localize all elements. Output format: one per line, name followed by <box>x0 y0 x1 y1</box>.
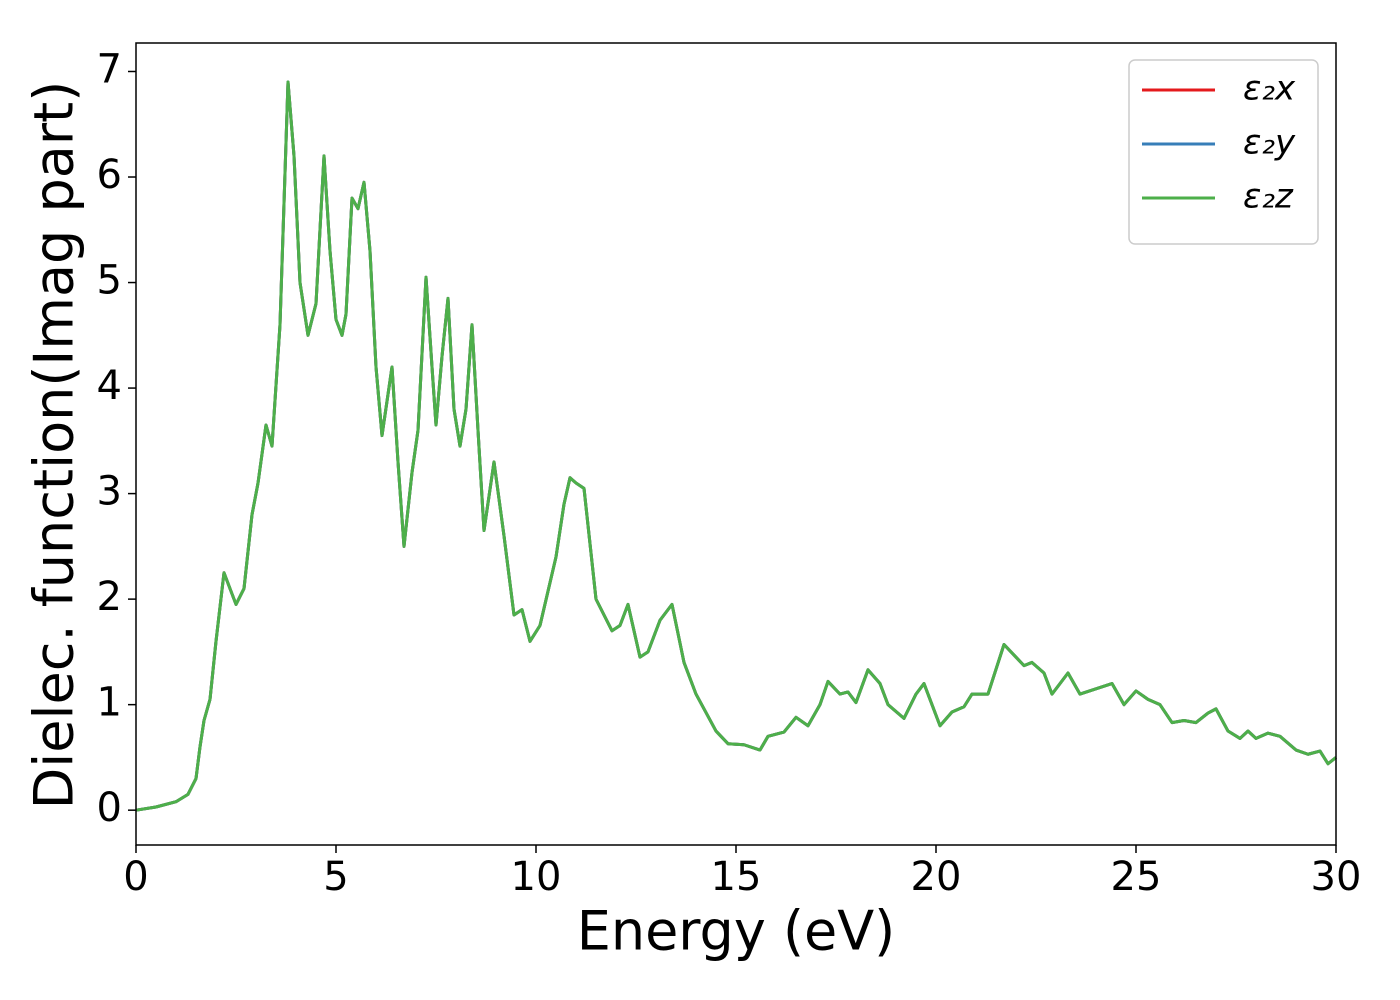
y-tick-label: 0 <box>97 785 122 831</box>
x-tick-label: 0 <box>123 854 148 900</box>
x-tick-label: 25 <box>1111 854 1162 900</box>
y-tick-label: 3 <box>97 469 122 515</box>
legend-label: ε₂y <box>1243 123 1296 163</box>
y-tick-label: 7 <box>97 46 122 92</box>
legend-label: ε₂z <box>1243 177 1294 217</box>
x-tick-label: 15 <box>711 854 762 900</box>
x-axis-label: Energy (eV) <box>577 900 896 963</box>
y-tick-label: 5 <box>97 258 122 304</box>
y-tick-label: 1 <box>97 680 122 726</box>
x-tick-label: 30 <box>1311 854 1362 900</box>
y-tick-label: 4 <box>97 363 122 409</box>
legend-label: ε₂x <box>1243 69 1296 109</box>
plot-frame <box>135 42 1337 846</box>
y-axis-label: Dielec. function(Imag part) <box>23 81 86 810</box>
y-tick-label: 6 <box>97 152 122 198</box>
x-tick-label: 10 <box>511 854 562 900</box>
x-tick-label: 5 <box>323 854 348 900</box>
y-tick-label: 2 <box>97 574 122 620</box>
line-series <box>135 80 1337 812</box>
x-tick-label: 20 <box>911 854 962 900</box>
